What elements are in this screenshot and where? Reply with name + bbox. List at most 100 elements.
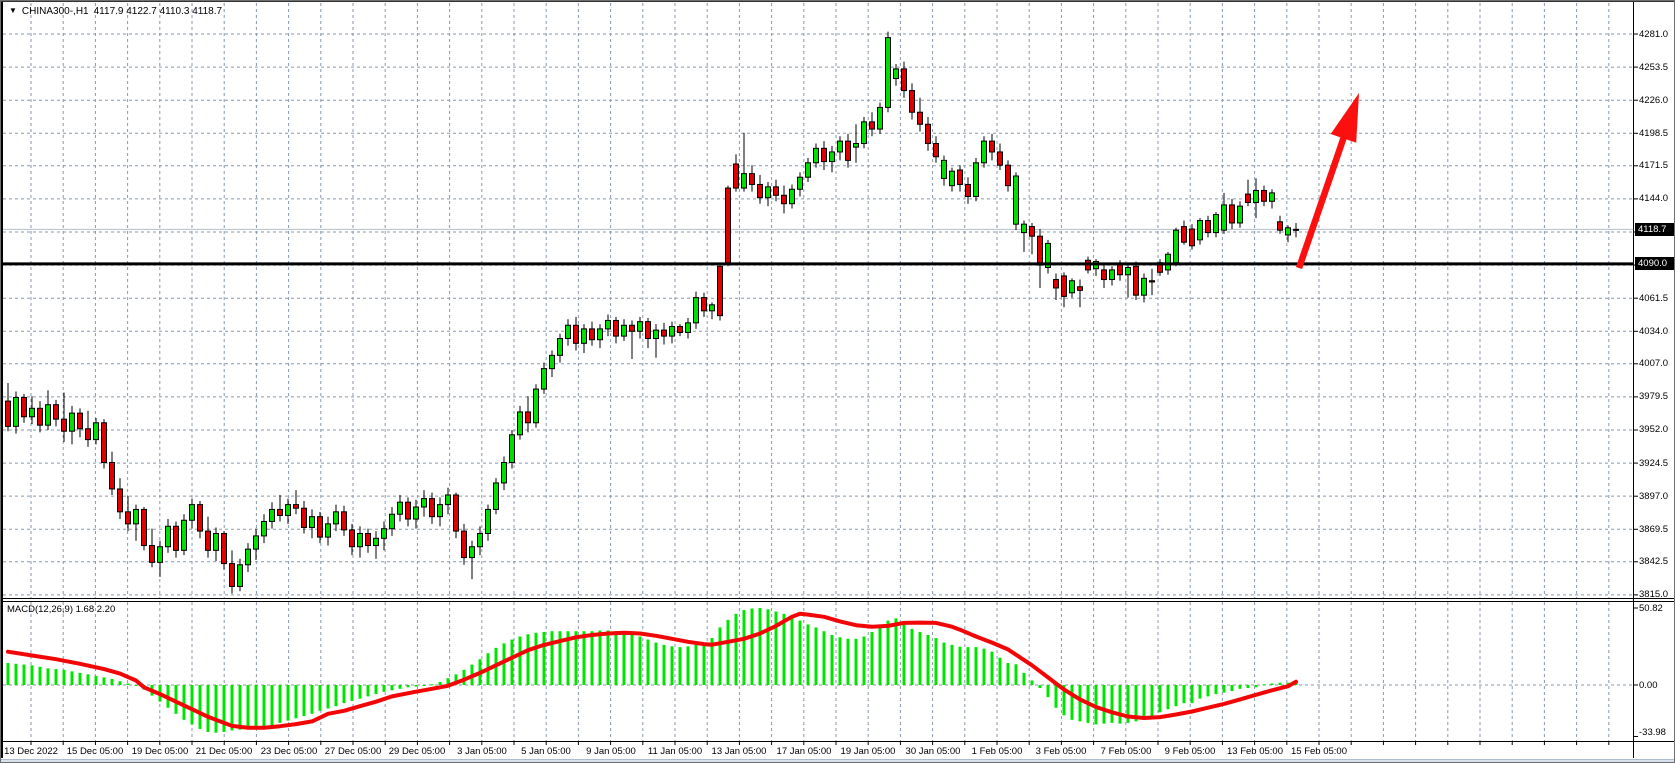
candle-body — [941, 159, 947, 179]
macd-histogram-bar — [686, 646, 690, 685]
macd-histogram-bar — [350, 685, 354, 701]
macd-histogram-bar — [750, 608, 754, 685]
candle-body — [885, 37, 891, 108]
macd-histogram-bar — [318, 685, 322, 711]
time-axis-label: 23 Dec 05:00 — [260, 746, 318, 757]
macd-histogram-bar — [102, 677, 106, 685]
candle-body — [781, 194, 787, 205]
macd-histogram-bar — [206, 685, 210, 732]
candle-body — [901, 68, 907, 92]
macd-histogram-bar — [222, 685, 226, 732]
candle-body — [685, 322, 691, 333]
macd-histogram-bar — [294, 685, 298, 719]
candle-body — [829, 151, 835, 163]
macd-histogram-bar — [1182, 685, 1186, 704]
macd-histogram-bar — [718, 627, 722, 685]
macd-histogram-bar — [694, 644, 698, 685]
macd-histogram-bar — [838, 637, 842, 685]
candle-body — [1149, 280, 1155, 283]
macd-histogram-bar — [30, 665, 34, 685]
candle-body — [989, 140, 995, 153]
macd-histogram-bar — [1222, 685, 1226, 693]
macd-axis-label: 0.00 — [1639, 680, 1658, 691]
macd-histogram-bar — [398, 685, 402, 689]
time-axis-label: 30 Jan 05:00 — [905, 746, 961, 757]
candle-body — [261, 520, 267, 537]
candle-body — [253, 535, 259, 550]
candle-body — [997, 151, 1003, 166]
macd-histogram-bar — [726, 619, 730, 685]
macd-histogram-bar — [1206, 685, 1210, 697]
candle-body — [237, 564, 243, 587]
macd-histogram-bar — [126, 683, 130, 685]
candle-body — [229, 563, 235, 587]
macd-histogram-bar — [14, 663, 18, 685]
macd-histogram-bar — [174, 685, 178, 714]
symbol-timeframe-title: CHINA300-,H1 — [21, 5, 89, 17]
macd-histogram-bar — [1070, 685, 1074, 720]
trend-arrow-head[interactable] — [1330, 93, 1359, 143]
macd-histogram-bar — [902, 624, 906, 685]
macd-signal-line — [6, 611, 1298, 730]
candle-body — [589, 328, 595, 341]
macd-histogram-bar — [1286, 682, 1290, 685]
candle-body — [181, 519, 187, 551]
candle-body — [349, 529, 355, 548]
candle-body — [1237, 205, 1243, 224]
macd-histogram-bar — [662, 644, 666, 685]
macd-histogram-bar — [1238, 685, 1242, 689]
price-axis-label: 3815.0 — [1639, 589, 1669, 600]
candle-body — [1229, 204, 1235, 224]
candle-body — [1221, 204, 1227, 231]
ohlc-readout: 4117.9 4122.7 4110.3 4118.7 — [93, 5, 223, 17]
macd-histogram-bar — [70, 671, 74, 685]
macd-histogram-bar — [1142, 685, 1146, 720]
candle-body — [933, 143, 939, 158]
macd-histogram-bar — [1038, 685, 1042, 689]
macd-histogram-bar — [702, 642, 706, 685]
time-axis-label: 7 Feb 05:00 — [1100, 746, 1152, 757]
candle-body — [1117, 263, 1123, 276]
price-axis-label: 4034.0 — [1639, 326, 1669, 337]
macd-histogram-bar — [1126, 685, 1130, 723]
symbol-dropdown-icon[interactable]: ▼ — [9, 6, 17, 15]
price-axis-label: 4007.0 — [1639, 358, 1669, 369]
macd-histogram-bar — [6, 663, 10, 685]
macd-histogram-bar — [1054, 685, 1058, 708]
macd-histogram-bar — [822, 631, 826, 685]
time-axis-label: 29 Dec 05:00 — [388, 746, 446, 757]
macd-histogram-bar — [942, 642, 946, 685]
macd-histogram-bar — [1110, 685, 1114, 723]
time-axis-label: 15 Feb 05:00 — [1291, 746, 1347, 757]
macd-histogram-bar — [830, 635, 834, 685]
candle-body — [501, 461, 507, 484]
macd-histogram-bar — [766, 609, 770, 685]
macd-histogram-bar — [638, 636, 642, 685]
macd-histogram-bar — [502, 643, 506, 685]
candle-body — [85, 428, 91, 441]
macd-histogram-bar — [262, 685, 266, 728]
candle-body — [621, 324, 627, 337]
macd-histogram-bar — [758, 608, 762, 685]
macd-histogram-bar — [998, 657, 1002, 685]
macd-histogram-bar — [582, 631, 586, 685]
macd-histogram-bar — [278, 685, 282, 723]
candle-body — [957, 169, 963, 185]
time-axis-label: 27 Dec 05:00 — [324, 746, 382, 757]
candle-body — [1005, 164, 1011, 187]
macd-histogram-bar — [910, 628, 914, 685]
price-axis-label: 3897.0 — [1639, 491, 1669, 502]
macd-histogram-bar — [302, 685, 306, 717]
macd-histogram-bar — [246, 685, 250, 729]
trend-arrow-shaft[interactable] — [1295, 131, 1349, 270]
macd-histogram-bar — [606, 630, 610, 685]
macd-histogram-bar — [782, 613, 786, 685]
macd-histogram-bar — [118, 681, 122, 685]
macd-histogram-bar — [438, 681, 442, 685]
macd-histogram-bar — [574, 631, 578, 685]
candle-body — [29, 407, 35, 418]
time-axis-label: 13 Dec 2022 — [4, 746, 58, 757]
candle-body — [1181, 226, 1187, 243]
time-axis-label: 5 Jan 05:00 — [521, 746, 571, 757]
